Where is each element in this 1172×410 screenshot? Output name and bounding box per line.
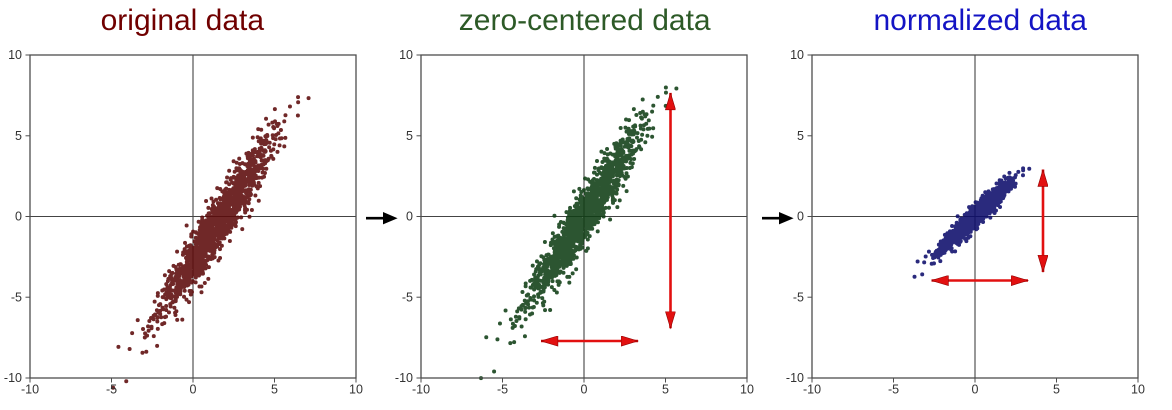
svg-text:-10: -10 [412,383,430,397]
svg-text:5: 5 [797,129,804,143]
svg-text:5: 5 [662,383,669,397]
svg-text:10: 10 [790,48,804,62]
svg-text:10: 10 [349,383,363,397]
svg-text:-10: -10 [803,383,821,397]
svg-text:0: 0 [581,383,588,397]
svg-text:10: 10 [740,383,754,397]
svg-text:-5: -5 [11,290,22,304]
svg-text:-5: -5 [888,383,899,397]
svg-text:5: 5 [406,129,413,143]
svg-text:0: 0 [972,383,979,397]
svg-text:-5: -5 [793,290,804,304]
svg-text:5: 5 [1053,383,1060,397]
svg-text:0: 0 [190,383,197,397]
svg-text:-10: -10 [4,371,22,385]
svg-text:0: 0 [797,210,804,224]
svg-text:-5: -5 [402,290,413,304]
svg-text:0: 0 [15,210,22,224]
svg-text:5: 5 [15,129,22,143]
svg-text:0: 0 [406,210,413,224]
svg-text:10: 10 [8,48,22,62]
svg-text:-10: -10 [786,371,804,385]
svg-text:10: 10 [1131,383,1145,397]
svg-text:5: 5 [271,383,278,397]
svg-text:-5: -5 [497,383,508,397]
svg-text:-10: -10 [21,383,39,397]
svg-text:-10: -10 [395,371,413,385]
svg-text:10: 10 [399,48,413,62]
svg-text:-5: -5 [106,383,117,397]
